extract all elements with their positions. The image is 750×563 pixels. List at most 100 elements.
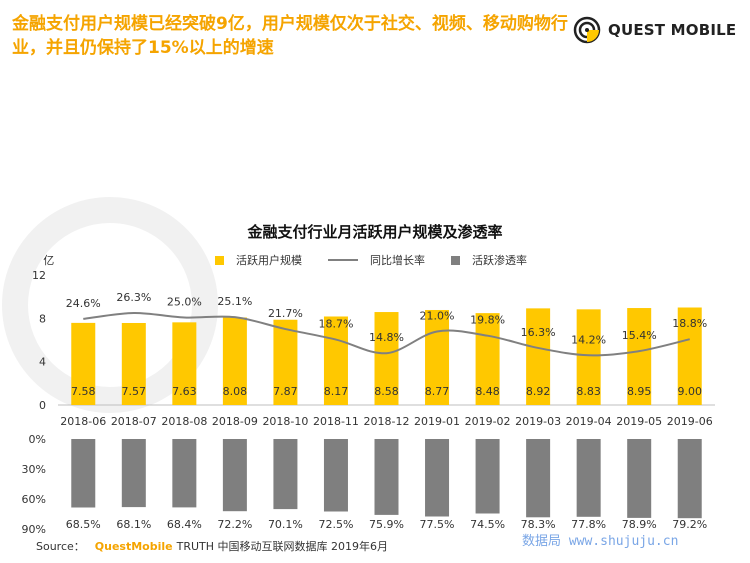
line-label-growth-10: 14.2% [571,333,606,346]
bar-label-users-11: 8.95 [627,385,652,398]
bar-label-penetration-9: 78.3% [521,518,556,531]
bar-label-users-4: 7.87 [273,385,298,398]
legend-swatch-bar [215,255,224,265]
legend-swatch-gray [451,255,460,265]
bar-users-3 [222,317,247,405]
bar-penetration-9 [526,439,551,518]
legend-item-penetration: 活跃渗透率 [451,252,527,268]
x-tick-9: 2019-03 [515,415,561,428]
bar-penetration-8 [475,439,500,514]
bar-penetration-4 [273,439,298,510]
y-tick-bottom-2: 60% [22,493,46,506]
bar-users-0 [71,322,96,405]
x-tick-3: 2018-09 [212,415,258,428]
bar-label-penetration-8: 74.5% [470,518,505,531]
x-tick-8: 2019-02 [465,415,511,428]
source-text: TRUTH 中国移动互联网数据库 2019年6月 [176,540,388,553]
x-tick-12: 2019-06 [667,415,713,428]
bar-label-users-3: 8.08 [223,385,248,398]
bar-label-users-8: 8.48 [475,385,500,398]
bar-label-penetration-6: 75.9% [369,518,404,531]
growth-line [83,311,690,357]
bar-label-penetration-12: 79.2% [672,518,707,531]
bar-penetration-3 [222,439,247,512]
bar-users-7 [425,309,450,405]
legend-swatch-line [328,259,358,261]
y-tick-top-0: 0 [39,399,46,412]
bar-penetration-1 [121,439,146,508]
line-label-growth-4: 21.7% [268,307,303,320]
line-label-growth-12: 18.8% [672,317,707,330]
bar-label-penetration-1: 68.1% [116,518,151,531]
line-label-growth-3: 25.1% [217,295,252,308]
legend-label-users: 活跃用户规模 [236,254,302,267]
x-tick-10: 2019-04 [566,415,612,428]
bar-users-1 [121,322,146,405]
y-tick-bottom-1: 30% [22,463,46,476]
x-tick-5: 2018-11 [313,415,359,428]
line-label-growth-5: 18.7% [318,318,353,331]
bar-label-penetration-11: 78.9% [622,518,657,531]
bar-penetration-10 [576,439,601,517]
legend-label-growth: 同比增长率 [370,254,425,267]
bar-penetration-2 [172,439,197,508]
line-label-growth-7: 21.0% [420,310,455,323]
x-tick-11: 2019-05 [616,415,662,428]
line-label-growth-6: 14.8% [369,331,404,344]
bar-label-users-12: 9.00 [677,385,702,398]
logo-text: QUEST MOBILE [608,21,737,39]
bar-penetration-7 [425,439,450,517]
bar-users-4 [273,319,298,405]
bar-label-penetration-10: 77.8% [571,518,606,531]
chart-title: 金融支付行业月活跃用户规模及渗透率 [247,223,503,241]
background-watermark-ring [2,197,218,413]
bar-label-penetration-5: 72.5% [318,518,353,531]
bar-label-users-10: 8.83 [576,385,601,398]
bar-label-users-6: 8.58 [374,385,399,398]
chart-legend: 活跃用户规模 同比增长率 活跃渗透率 [215,252,553,268]
source-label: Source： [36,540,85,553]
line-label-growth-11: 15.4% [622,329,657,342]
bar-users-5 [323,316,348,405]
x-tick-0: 2018-06 [60,415,106,428]
bar-penetration-5 [323,439,348,512]
bar-label-users-1: 7.57 [122,385,147,398]
bar-penetration-11 [627,439,652,518]
x-tick-4: 2018-10 [262,415,308,428]
bar-label-users-9: 8.92 [526,385,551,398]
source-brand: QuestMobile [94,540,173,553]
y-tick-top-3: 12 [32,269,46,282]
line-label-growth-2: 25.0% [167,296,202,309]
bar-users-11 [627,308,652,405]
line-label-growth-0: 24.6% [66,297,101,310]
bar-penetration-0 [71,439,96,508]
bar-label-penetration-0: 68.5% [66,518,101,531]
bar-users-10 [576,309,601,405]
bar-label-penetration-7: 77.5% [420,518,455,531]
x-tick-2: 2018-08 [161,415,207,428]
y-tick-bottom-0: 0% [29,433,46,446]
bar-users-2 [172,322,197,405]
bar-label-users-0: 7.58 [71,385,96,398]
legend-item-growth: 同比增长率 [328,252,425,268]
x-tick-1: 2018-07 [111,415,157,428]
questmobile-logo: QUEST MOBILE [572,12,736,48]
page-headline: 金融支付用户规模已经突破9亿，用户规模仅次于社交、视频、移动购物行业，并且仍保持… [12,14,568,58]
legend-item-users: 活跃用户规模 [215,252,302,268]
bar-users-6 [374,312,399,405]
bar-label-users-2: 7.63 [172,385,197,398]
bar-users-9 [526,308,551,405]
y-tick-top-1: 4 [39,356,46,369]
bar-label-penetration-2: 68.4% [167,518,202,531]
legend-label-penetration: 活跃渗透率 [472,254,527,267]
questmobile-logo-icon [572,15,602,45]
y-tick-bottom-3: 90% [22,523,46,536]
bar-label-users-5: 8.17 [324,385,349,398]
bar-label-penetration-3: 72.2% [217,518,252,531]
bar-users-8 [475,313,500,405]
watermark: 数据局 www.shujuju.cn [522,534,679,549]
bar-label-penetration-4: 70.1% [268,518,303,531]
source-note: Source： QuestMobile TRUTH 中国移动互联网数据库 2019年… [36,538,388,554]
y-tick-top-2: 8 [39,312,46,325]
